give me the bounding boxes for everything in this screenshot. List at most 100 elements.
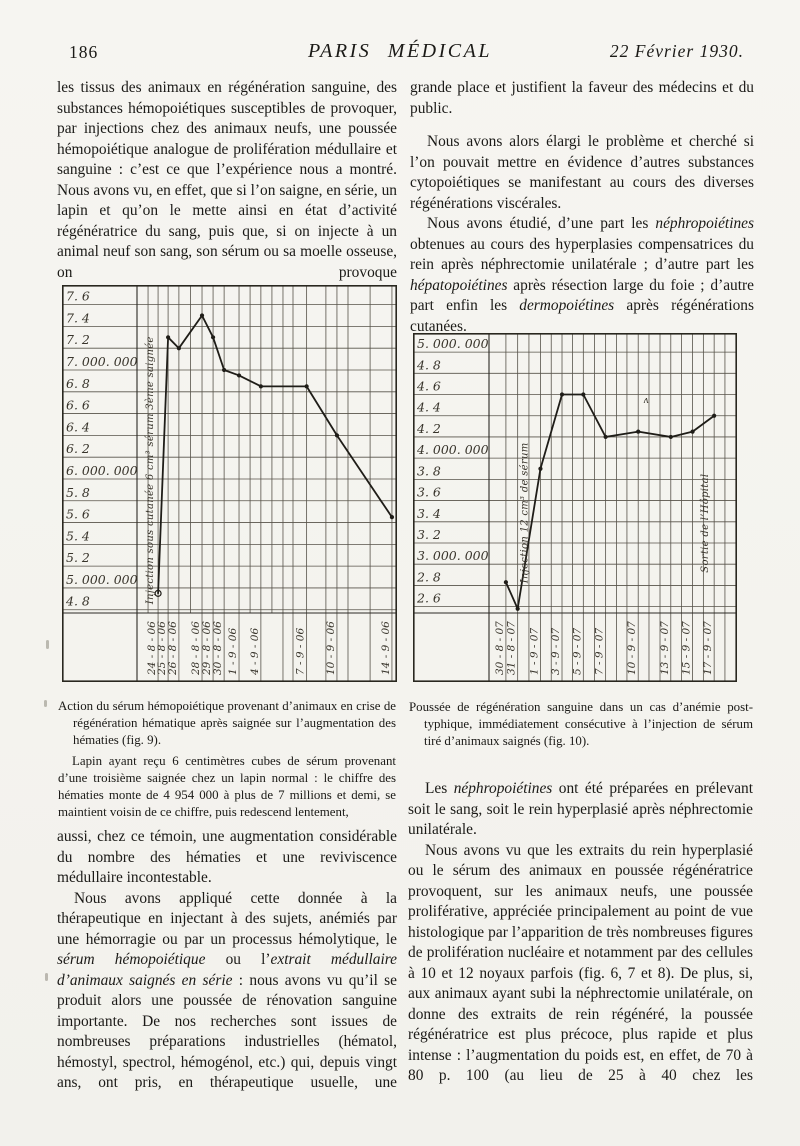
text: ou l’ [205,951,271,968]
paragraph: Poussée de régénération sanguine dans un… [409,699,753,750]
chart-grid [63,286,396,681]
y-tick-label: 6. 8 [66,376,90,391]
y-tick-label: 4. 6 [416,379,441,394]
paragraph: les tissus des animaux en régénération s… [57,78,397,283]
right-column-body-text: Les néphropoiétines ont été préparées en… [408,779,753,1087]
y-tick-label: 7. 2 [66,332,90,347]
y-tick-label: 3. 2 [417,527,441,542]
y-tick-label: 6. 2 [66,441,90,456]
paragraph: grande place et justifient la faveur des… [410,78,754,119]
x-tick-label: 28 - 8 - 06 [190,621,202,676]
paragraph: Lapin ayant reçu 6 centimètres cubes de … [58,753,396,821]
x-tick-label: 30 - 8 - 06 [212,621,224,675]
text: ont été préparées en prélevant soit le s… [408,780,753,838]
y-tick-label: 5. 4 [66,528,90,543]
paragraph: aussi, chez ce témoin, une augmentation … [57,827,397,889]
y-tick-label: 5. 000. 000 [66,572,138,587]
x-tick-label: 1 - 9 - 07 [528,628,540,675]
figure-10-caption: Poussée de régénération sanguine dans un… [409,699,753,750]
point-marker [165,335,171,340]
point-marker [690,429,695,434]
text: Poussée de régénération sanguine dans un… [409,700,753,748]
y-tick-label: 3. 8 [417,463,441,478]
text: Les [425,780,454,797]
text: Nous avons vu que les extraits du rein h… [408,841,753,1085]
italic-text: néphropoiétines [453,780,553,797]
x-tick-label: 26 - 8 - 06 [167,621,179,676]
x-tick-label: 4 - 9 - 06 [249,628,261,676]
x-tick-label: 13 - 9 - 07 [659,621,671,675]
paragraph: Nous avons alors élargi le problème et c… [410,132,754,214]
left-column-intro-text: les tissus des animaux en régénération s… [57,78,397,283]
chart-grid [414,334,736,681]
x-tick-label: 24 - 8 - 06 [146,621,158,676]
text: Nous avons étudié, d’une part les [427,215,656,232]
annotation: Injection sous cutanée 6 cm³ sérum 3ème … [145,336,156,605]
x-tick-label: 7 - 9 - 07 [594,628,606,675]
chart-border [413,333,737,682]
left-column-body-text: aussi, chez ce témoin, une augmentation … [57,827,397,1094]
y-tick-label: 7. 6 [66,289,90,304]
x-tick-label: 3 - 9 - 07 [550,628,562,675]
x-tick-label: 31 - 8 - 07 [506,621,518,675]
text: après régénérations cutanées. [410,297,754,335]
issue-date: 22 Février 1930. [609,41,744,61]
paragraph: Nous avons étudié, d’une part les néphro… [410,214,754,337]
x-tick-label: 5 - 9 - 07 [571,628,583,675]
point-marker [334,433,340,438]
figure-10: 5. 000. 000 4. 8 4. 6 4. 4 4. 2 4. 000. 000 3.… [413,333,737,682]
x-tick-label: 17 - 9 - 07 [702,621,714,675]
y-tick-label: 5. 6 [66,507,90,522]
scan-artifact [44,700,47,707]
x-tick-label: 15 - 9 - 07 [681,621,693,675]
point-marker [668,434,673,440]
x-tick-label: 10 - 9 - 06 [325,621,337,675]
point-marker [199,313,205,318]
text: Lapin ayant reçu 6 centimètres cubes de … [58,754,396,819]
point-marker [222,367,227,373]
y-tick-label: 3. 6 [417,485,441,500]
x-tick-label: 7 - 9 - 06 [295,628,307,675]
point-marker [636,429,641,434]
x-tick-label: 25 - 8 - 06 [156,621,168,676]
y-tick-label: 4. 000. 000 [416,442,489,457]
point-marker [515,606,520,611]
text: : nous avons vu qu’il se produit alors u… [57,971,398,1092]
figure-9: 7. 6 7. 4 7. 2 7. 000. 000 6. 8 6. 6 6. 4 6. 2 6… [62,285,397,682]
point-marker [581,392,586,397]
text: obtenues au cours des hyperplasies compe… [410,235,754,274]
y-tick-label: 4. 8 [65,594,90,609]
data-points [503,392,717,611]
chart-border [62,285,397,682]
y-tick-label: 6. 6 [66,398,90,413]
x-tick-label: 29 - 8 - 06 [201,621,213,676]
point-marker [210,335,216,340]
paragraph: Nous avons appliqué cette donnée à la th… [57,889,397,1094]
y-tick-label: 5. 000. 000 [417,336,489,351]
point-marker [712,413,717,418]
x-tick-label: 30 - 8 - 07 [494,621,506,675]
point-marker [389,515,395,520]
y-tick-label: 5. 2 [66,550,90,565]
x-tick-label: 10 - 9 - 07 [626,621,638,675]
y-tick-label: 2. 8 [416,569,441,584]
handwritten-annotations: Injection 12 cm³ de sérum Sortie de l’Hôp… [519,396,710,584]
data-line [157,314,393,595]
text: aussi, chez ce témoin, une augmentation … [57,828,397,886]
scan-artifact [45,973,48,981]
figure-9-caption: Action du sérum hémopoiétique provenant … [58,698,396,821]
fig10-line-chart: 5. 000. 000 4. 8 4. 6 4. 4 4. 2 4. 000. 000 3.… [413,333,737,682]
italic-text: extrait médullaire d’animaux saignés en … [57,951,397,989]
scan-artifact [46,640,49,649]
page-number: 186 [69,42,99,62]
text: grande place et justifient la faveur des… [410,79,754,117]
italic-text: hépatopoiétines [410,276,508,294]
annotation: Sortie de l’Hôpital [700,474,711,573]
y-tick-label: 2. 6 [416,591,441,606]
y-tick-label: 4. 4 [416,400,441,415]
y-tick-label: 4. 2 [416,421,441,436]
y-tick-label: 3. 4 [417,506,441,521]
annotation: Injection 12 cm³ de sérum [519,443,530,585]
